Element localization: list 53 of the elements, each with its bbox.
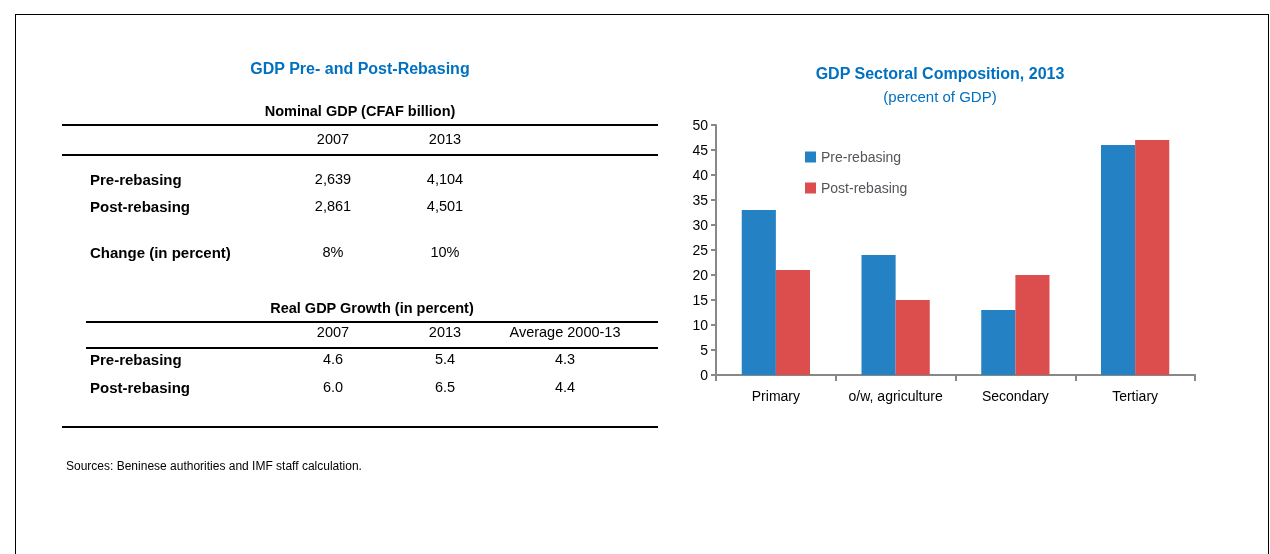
y-tick-label: 30 [692, 217, 709, 233]
category-label: Post-rebasing [90, 198, 191, 215]
category-label: Post-rebasing [90, 379, 191, 396]
x-tick-label: Primary [751, 388, 800, 404]
text: 6.5 [434, 379, 456, 395]
x-tick-label: Tertiary [1112, 388, 1159, 404]
y-tick-label: 45 [692, 142, 709, 158]
x-tick-label: o/w, agriculture [848, 388, 943, 404]
x-tick-label: Secondary [981, 388, 1049, 404]
bar [1101, 145, 1136, 375]
y-tick-label: 35 [692, 192, 709, 208]
bar [861, 255, 896, 375]
text: 4.3 [554, 351, 576, 367]
legend-label: Pre-rebasing [821, 149, 902, 165]
y-tick-label: 40 [692, 167, 709, 183]
category-label: 2013 [427, 131, 463, 147]
bar [1135, 140, 1170, 375]
category-label: 2013 [428, 324, 462, 340]
legend-label: Post-rebasing [821, 180, 908, 196]
y-tick-label: 50 [692, 117, 709, 133]
y-tick-label: 20 [692, 267, 709, 283]
bar [775, 270, 810, 375]
y-tick-label: 5 [700, 342, 709, 358]
text: 4.6 [322, 351, 344, 367]
text: 2,639 [314, 171, 352, 187]
y-tick-label: 25 [692, 242, 709, 258]
bar [1015, 275, 1050, 375]
bar [741, 210, 776, 375]
text: 2,861 [314, 198, 352, 214]
chart-title: GDP Sectoral Composition, 2013 [815, 64, 1065, 82]
text: Nominal GDP (CFAF billion) [263, 103, 457, 119]
category-label: Average 2000-13 [508, 324, 622, 340]
text: 10% [430, 244, 460, 260]
y-tick-label: 15 [692, 292, 709, 308]
y-tick-label: 10 [692, 317, 709, 333]
chart-subtitle: (percent of GDP) [883, 88, 997, 105]
text: 6.0 [322, 379, 344, 395]
text: 8% [322, 244, 344, 260]
text: 4,104 [426, 171, 464, 187]
text: 4,501 [426, 198, 464, 214]
bar [895, 300, 930, 375]
category-label: 2007 [315, 324, 351, 340]
text: GDP Pre- and Post-Rebasing [249, 60, 471, 78]
category-label: Pre-rebasing [90, 171, 182, 188]
text: 5.4 [434, 351, 456, 367]
text: Real GDP Growth (in percent) [269, 300, 475, 316]
category-label: 2007 [315, 131, 351, 147]
text: 4.4 [554, 379, 576, 395]
y-tick-label: 0 [700, 367, 709, 383]
category-label: Change (in percent) [90, 244, 231, 261]
source-note: Sources: Beninese authorities and IMF staff calculation. [66, 459, 362, 473]
category-label: Pre-rebasing [90, 351, 182, 368]
bar [981, 310, 1016, 375]
